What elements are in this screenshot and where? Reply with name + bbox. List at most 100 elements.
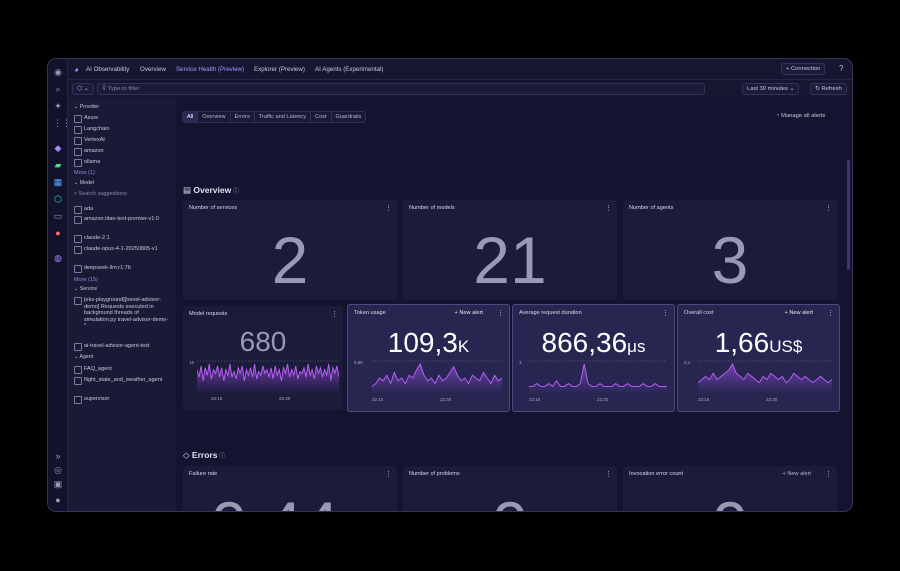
checkbox-model-deepseek[interactable]: deepseek-llm:r1:7b: [74, 265, 170, 273]
tile-number-of-problems[interactable]: Number of problems ⋮ 0: [403, 466, 617, 511]
refresh-icon: ↻: [815, 86, 822, 92]
tile-value: 2: [271, 223, 309, 297]
checkbox-provider-ollama[interactable]: ollama: [74, 159, 170, 167]
app-window: ◉ ⌕ ✦ ⋮⋮ ◆ ▰ ▦ ⬡ ▭ ● ◍ » ◎ ▣ ● ◕ AI Obse…: [47, 58, 853, 512]
nav-ai-agents[interactable]: AI Agents (Experimental): [315, 66, 384, 73]
tab-all[interactable]: All: [183, 112, 199, 122]
model-search-input[interactable]: ⌕ Search suggestions: [74, 191, 127, 197]
agent-section-title[interactable]: ⌄ Agent: [74, 354, 94, 360]
tab-guardrails[interactable]: Guardrails: [335, 114, 362, 120]
more-options-icon[interactable]: ⋮: [605, 471, 612, 478]
table-icon: ▤: [183, 185, 194, 195]
series-line: [698, 363, 832, 384]
provider-section-title[interactable]: ⌄ Provider: [74, 104, 100, 110]
time-label: 22:15: [529, 397, 541, 402]
monitor-icon[interactable]: ▭: [53, 211, 63, 221]
tile-failure-rate[interactable]: Failure rate ⋮ 0,44%: [183, 466, 397, 511]
ai-observability-icon[interactable]: ◍: [54, 253, 62, 263]
logo-icon[interactable]: ◉: [54, 67, 62, 77]
plus-icon: +: [786, 66, 791, 72]
tab-overview[interactable]: Overview: [198, 112, 231, 122]
ref-label: 0,1: [684, 360, 691, 365]
checkbox-model-titan[interactable]: amazon.titan-text-premier-v1:0: [74, 216, 170, 224]
nav-explorer[interactable]: Explorer (Preview): [254, 66, 305, 73]
tab-errors[interactable]: Errors: [231, 112, 255, 122]
nav-overview[interactable]: Overview: [140, 66, 166, 73]
help-icon[interactable]: ?: [839, 64, 844, 73]
more-options-icon[interactable]: ⋮: [827, 310, 834, 317]
filter-input[interactable]: ⊽ Type to filter: [97, 83, 705, 95]
help-circle-icon[interactable]: ◎: [54, 465, 62, 475]
nav-service-health[interactable]: Service Health (Preview): [176, 66, 245, 73]
checkbox-agent-faq[interactable]: FAQ_agent: [74, 366, 170, 374]
more-options-icon[interactable]: ⋮: [331, 311, 338, 318]
chevron-down-icon: ⌄: [787, 86, 795, 92]
scrollbar-thumb[interactable]: [847, 160, 850, 270]
overall-cost-sparkline: [698, 360, 832, 394]
checkbox-model-claude21[interactable]: claude-2.1: [74, 235, 170, 243]
checkbox-provider-vertexai[interactable]: VertexAI: [74, 137, 170, 145]
more-options-icon[interactable]: ⋮: [825, 205, 832, 212]
tile-number-of-services[interactable]: Number of services ⋮ 2: [183, 200, 397, 300]
more-options-icon[interactable]: ⋮: [385, 471, 392, 478]
sparkle-icon[interactable]: ✦: [54, 101, 62, 111]
info-icon: ⓘ: [231, 189, 239, 195]
service-section-title[interactable]: ⌄ Service: [74, 286, 98, 292]
filter-icon: ⊽: [102, 86, 108, 92]
more-options-icon[interactable]: ⋮: [497, 310, 504, 317]
model-more-link[interactable]: More (15): [74, 277, 98, 283]
checkbox-service-ai-travel[interactable]: ai-travel-advisor-agent-test: [74, 343, 170, 351]
tab-traffic-latency[interactable]: Traffic and Latency: [255, 112, 312, 122]
apps-grid-icon[interactable]: ⋮⋮: [53, 118, 71, 128]
tile-title: Invocation error count: [629, 471, 684, 477]
tab-cost[interactable]: Cost: [311, 112, 332, 122]
chart-card-token-usage[interactable]: Token usage + New alert ⋮ 109,3K 9,8K 22…: [347, 304, 510, 412]
segment-selector[interactable]: ⬡ ⌄: [72, 83, 94, 95]
model-section-title[interactable]: ⌄ Model: [74, 180, 94, 186]
checkbox-provider-langchain[interactable]: Langchain: [74, 126, 170, 134]
alert-icon[interactable]: ●: [55, 228, 61, 238]
chart-card-overall-cost[interactable]: Overall cost + New alert ⋮ 1,66US$ 0,1 2…: [677, 304, 840, 412]
new-alert-button[interactable]: + New alert: [454, 310, 483, 316]
dashboard-icon[interactable]: ▦: [53, 177, 63, 187]
checkbox-agent-flight[interactable]: flight_state_and_weather_agent: [74, 377, 170, 385]
chart-app-icon[interactable]: ▰: [54, 160, 62, 170]
ref-label: 3: [519, 360, 522, 365]
expand-icon[interactable]: »: [55, 451, 61, 461]
checkbox-model-claude-opus[interactable]: claude-opus-4-1-20250805-v1: [74, 246, 170, 254]
new-alert-button[interactable]: + New alert: [782, 471, 811, 477]
time-label: 22:15: [211, 396, 223, 401]
more-options-icon[interactable]: ⋮: [825, 471, 832, 478]
timeframe-selector[interactable]: Last 30 minutes ⌄: [742, 83, 800, 95]
more-options-icon[interactable]: ⋮: [662, 310, 669, 317]
connection-button[interactable]: + Connection: [781, 63, 826, 75]
checkbox-service-eks[interactable]: [eks-playground][travel-advisor-demo] Re…: [74, 297, 170, 330]
time-label: 22:15: [698, 397, 710, 402]
bell-icon: ◔: [776, 113, 782, 119]
tile-value: 3: [711, 223, 749, 297]
tile-number-of-agents[interactable]: Number of agents ⋮ 3: [623, 200, 837, 300]
refresh-button[interactable]: ↻ Refresh: [810, 83, 847, 95]
chart-card-model-requests[interactable]: Model requests ⋮ 680 15 22:15 22:30: [183, 306, 343, 410]
filter-sidebar: ⌄ Provider Azure Langchain VertexAI amaz…: [68, 98, 176, 511]
checkbox-provider-azure[interactable]: Azure: [74, 115, 170, 123]
new-alert-button[interactable]: + New alert: [784, 310, 813, 316]
search-icon[interactable]: ⌕: [55, 84, 61, 94]
user-avatar-icon[interactable]: ●: [55, 495, 61, 505]
tile-number-of-models[interactable]: Number of models ⋮ 21: [403, 200, 617, 300]
manage-alerts-button[interactable]: ◔ Manage all alerts: [776, 113, 826, 119]
image-icon[interactable]: ▣: [53, 479, 63, 489]
hexagon-icon[interactable]: ⬡: [54, 194, 62, 204]
cube-icon[interactable]: ◆: [54, 143, 62, 153]
provider-more-link[interactable]: More (1): [74, 170, 95, 176]
checkbox-provider-amazon[interactable]: amazon: [74, 148, 170, 156]
checkbox-agent-supervisor[interactable]: supervisor: [74, 396, 170, 404]
card-title: Overall cost: [684, 310, 714, 316]
more-options-icon[interactable]: ⋮: [605, 205, 612, 212]
more-options-icon[interactable]: ⋮: [385, 205, 392, 212]
tile-value: 0: [623, 492, 837, 511]
chart-card-avg-request-duration[interactable]: Average request duration ⋮ 866,36μs 3 22…: [512, 304, 675, 412]
checkbox-model-ada[interactable]: ada: [74, 206, 170, 214]
tile-invocation-error-count[interactable]: Invocation error count + New alert ⋮ 0: [623, 466, 837, 511]
series-line: [529, 363, 667, 388]
